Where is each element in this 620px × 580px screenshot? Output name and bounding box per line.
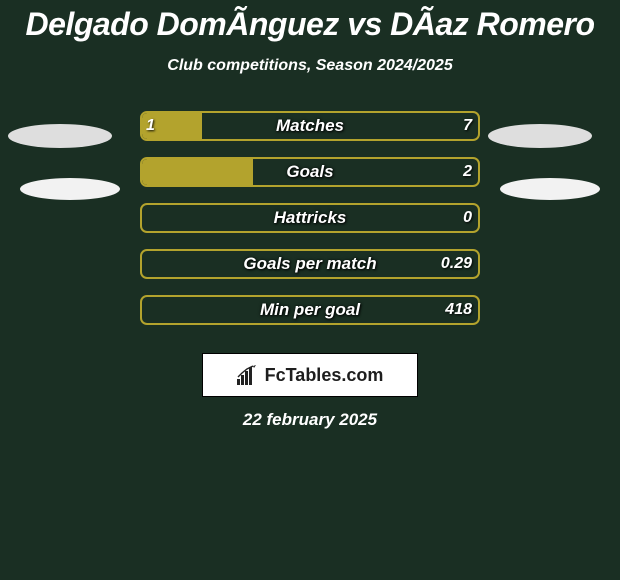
- logo-text: FcTables.com: [265, 365, 384, 386]
- bar-track: [140, 157, 480, 187]
- fctables-logo: FcTables.com: [202, 353, 418, 397]
- bar-fill: [142, 159, 253, 185]
- page-subtitle: Club competitions, Season 2024/2025: [0, 57, 620, 75]
- bar-fill: [142, 113, 202, 139]
- bar-track: [140, 111, 480, 141]
- bar-track: [140, 295, 480, 325]
- bar-row: Min per goal418: [0, 295, 620, 325]
- bar-track: [140, 203, 480, 233]
- date-text: 22 february 2025: [0, 410, 620, 430]
- page-title: Delgado DomÃ­nguez vs DÃ­az Romero: [0, 0, 620, 43]
- bar-row: Goals per match0.29: [0, 249, 620, 279]
- comparison-infographic: Delgado DomÃ­nguez vs DÃ­az Romero Club …: [0, 0, 620, 580]
- bar-chart-icon: [237, 365, 259, 385]
- bar-row: Goals2: [0, 157, 620, 187]
- bar-row: Hattricks0: [0, 203, 620, 233]
- bar-track: [140, 249, 480, 279]
- stats-bars: Matches17 Goals2 Hattricks0 Goals per match…: [0, 111, 620, 325]
- bar-row: Matches17: [0, 111, 620, 141]
